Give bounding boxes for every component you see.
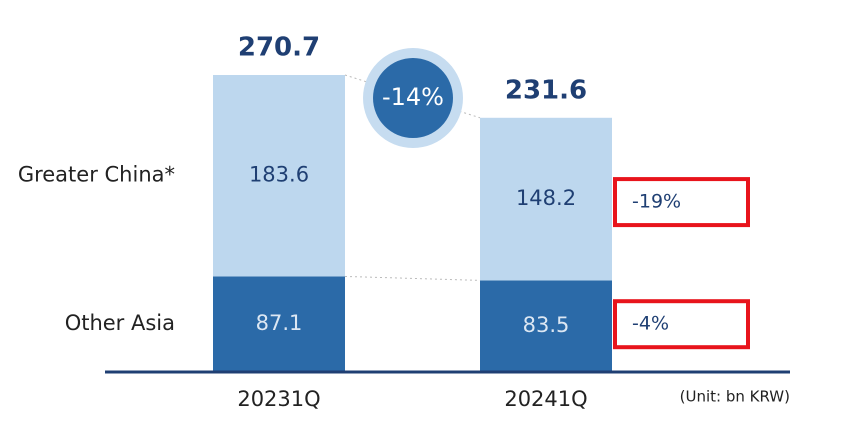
x-tick-label: 20241Q <box>504 387 587 411</box>
total-label: 270.7 <box>238 33 320 63</box>
change-box <box>613 177 750 228</box>
series-label: Other Asia <box>65 311 175 335</box>
connector <box>344 275 481 281</box>
bar-segment <box>213 276 345 372</box>
total-label: 231.6 <box>505 75 587 105</box>
change-circle <box>373 58 453 138</box>
bar-segment <box>480 280 612 372</box>
unit-note: (Unit: bn KRW) <box>680 388 790 406</box>
series-label: Greater China* <box>18 163 175 187</box>
segment-label: 87.1 <box>256 311 303 335</box>
segment-label: 83.5 <box>523 313 570 337</box>
bar-segment <box>213 75 345 277</box>
segment-label: 183.6 <box>249 163 309 187</box>
x-tick-label: 20231Q <box>237 387 320 411</box>
change-box <box>613 299 750 350</box>
change-label: -19% <box>632 191 681 213</box>
total-change-label: -14% <box>382 83 444 111</box>
segment-label: 148.2 <box>516 186 576 210</box>
change-label: -4% <box>632 313 669 335</box>
bar-segment <box>480 117 612 281</box>
